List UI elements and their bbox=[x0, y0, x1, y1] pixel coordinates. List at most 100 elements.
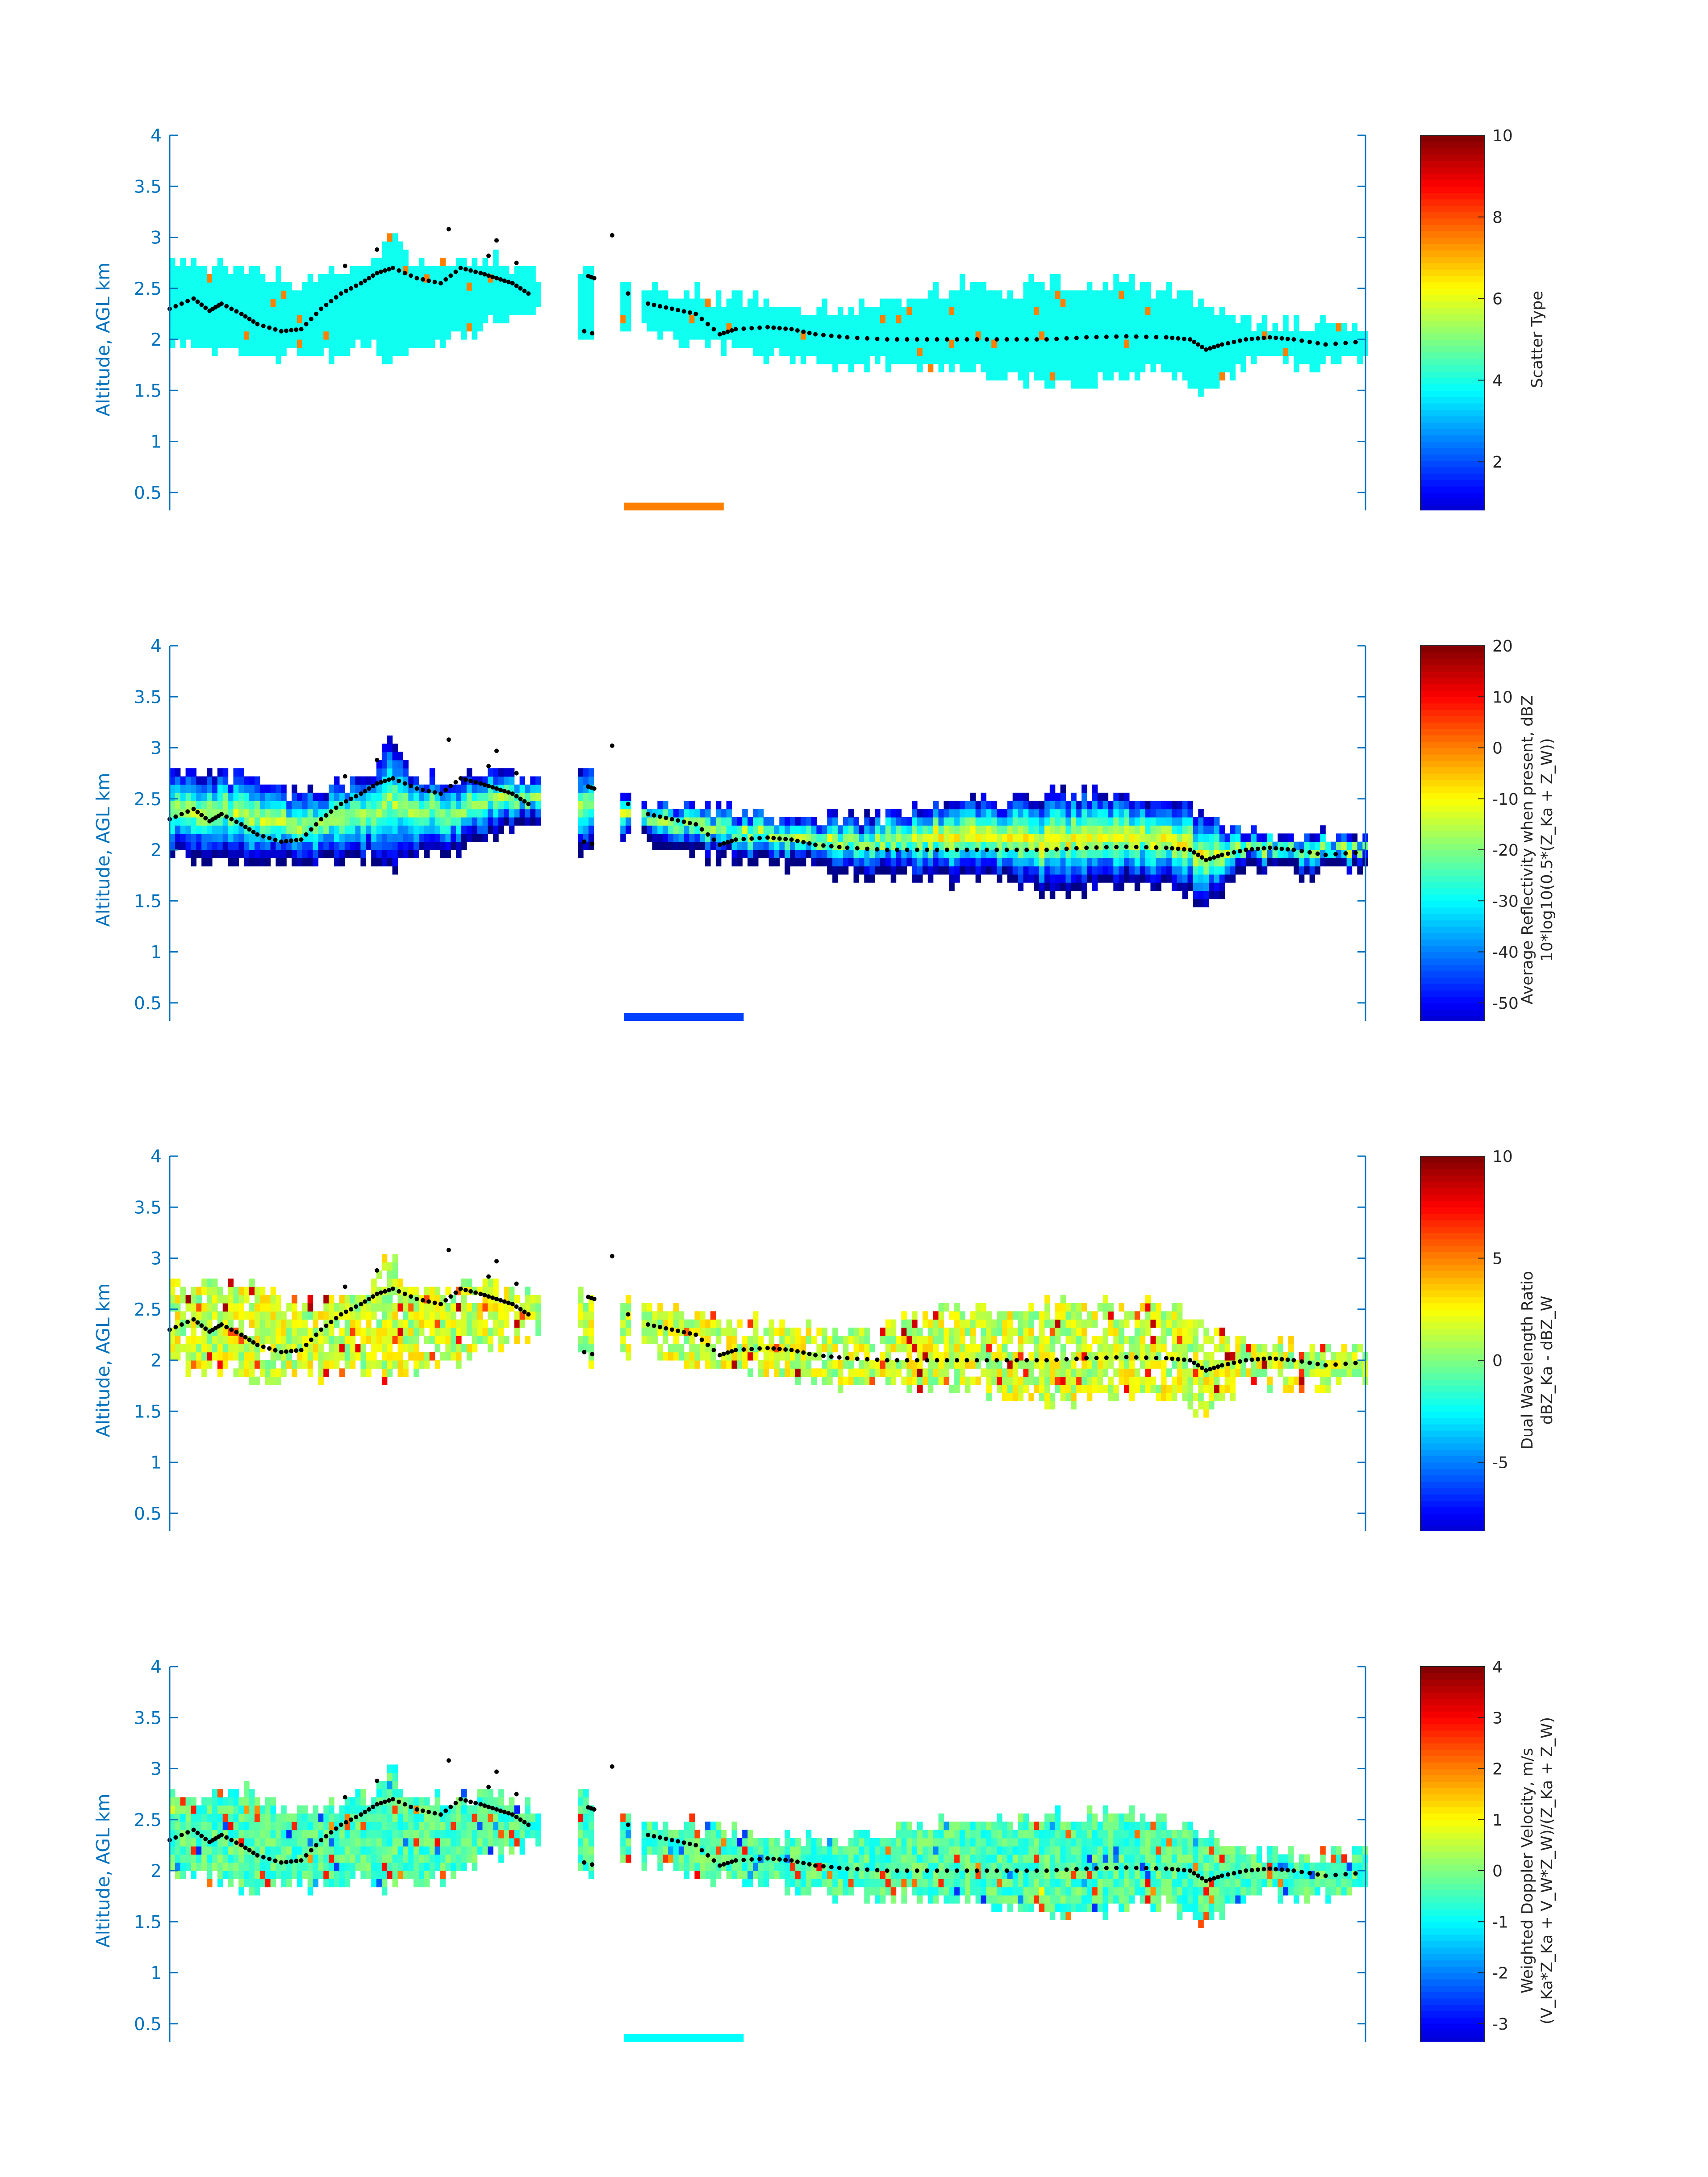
heatmap-cell bbox=[1134, 323, 1140, 332]
heatmap-cell bbox=[949, 874, 955, 883]
heatmap-cell bbox=[843, 850, 849, 858]
heatmap-cell bbox=[1082, 825, 1087, 834]
heatmap-cell bbox=[350, 1295, 356, 1304]
heatmap-cell bbox=[1352, 323, 1358, 332]
heatmap-cell bbox=[816, 339, 822, 348]
heatmap-cell bbox=[859, 339, 864, 348]
heatmap-cell bbox=[1097, 306, 1103, 315]
heatmap-cell bbox=[281, 1319, 287, 1328]
heatmap-cell bbox=[1060, 355, 1066, 364]
heatmap-cell bbox=[768, 331, 775, 340]
heatmap-cell bbox=[1235, 841, 1241, 850]
colorbar-swatch bbox=[1420, 326, 1484, 334]
heatmap-cell bbox=[196, 1336, 202, 1345]
heatmap-cell bbox=[1357, 866, 1363, 875]
heatmap-cell bbox=[1018, 355, 1024, 364]
dot bbox=[1343, 851, 1348, 856]
heatmap-cell bbox=[1023, 290, 1029, 299]
heatmap-cell bbox=[360, 331, 366, 340]
heatmap-cell bbox=[381, 249, 388, 258]
heatmap-cell bbox=[1113, 801, 1119, 810]
heatmap-cell bbox=[981, 331, 986, 340]
heatmap-cell bbox=[668, 825, 674, 834]
heatmap-cell bbox=[1177, 833, 1183, 842]
heatmap-cell bbox=[1049, 282, 1056, 291]
colorbar-swatch bbox=[1420, 862, 1484, 869]
heatmap-cell bbox=[472, 833, 478, 842]
heatmap-cell bbox=[986, 315, 992, 324]
heatmap-cell bbox=[1134, 306, 1140, 315]
dot bbox=[725, 329, 730, 334]
heatmap-cell bbox=[233, 768, 239, 777]
heatmap-cell bbox=[329, 1344, 334, 1353]
heatmap-cell bbox=[318, 1311, 324, 1320]
heatmap-cell bbox=[949, 833, 955, 842]
heatmap-cell bbox=[212, 809, 218, 818]
heatmap-cell bbox=[737, 850, 743, 858]
heatmap-cell bbox=[997, 850, 1002, 858]
heatmap-cell bbox=[896, 866, 902, 875]
colorbar-swatch bbox=[1420, 664, 1484, 672]
heatmap-cell bbox=[991, 850, 997, 858]
heatmap-cell bbox=[456, 282, 462, 291]
heatmap-cell bbox=[318, 809, 324, 818]
heatmap-cell bbox=[689, 1352, 695, 1361]
heatmap-cell bbox=[832, 841, 838, 850]
heatmap-cell bbox=[498, 1303, 504, 1312]
heatmap-cell bbox=[276, 1303, 281, 1312]
heatmap-cell bbox=[249, 1344, 255, 1353]
heatmap-cell bbox=[922, 833, 928, 842]
heatmap-cell bbox=[233, 1311, 239, 1320]
heatmap-cell bbox=[1049, 372, 1056, 380]
heatmap-cell bbox=[238, 347, 244, 356]
heatmap-cell bbox=[1346, 858, 1353, 867]
heatmap-cell bbox=[1007, 850, 1013, 858]
heatmap-cell bbox=[1261, 339, 1268, 348]
heatmap-cell bbox=[265, 1327, 271, 1336]
heatmap-cell bbox=[975, 817, 981, 826]
heatmap-cell bbox=[970, 347, 976, 356]
heatmap-cell bbox=[397, 1336, 403, 1345]
heatmap-cell bbox=[1299, 858, 1305, 867]
heatmap-cell bbox=[525, 809, 530, 818]
heatmap-cell bbox=[970, 323, 976, 332]
heatmap-cell bbox=[201, 1336, 207, 1345]
heatmap-cell bbox=[578, 841, 584, 850]
heatmap-cell bbox=[238, 1360, 244, 1369]
heatmap-cell bbox=[1124, 793, 1130, 801]
heatmap-cell bbox=[451, 298, 456, 307]
heatmap-cell bbox=[371, 298, 377, 307]
heatmap-cell bbox=[763, 347, 769, 356]
dot bbox=[721, 841, 726, 846]
heatmap-cell bbox=[472, 809, 478, 818]
heatmap-cell bbox=[806, 339, 812, 348]
heatmap-cell bbox=[774, 825, 780, 834]
dot bbox=[1207, 857, 1212, 861]
heatmap-cell bbox=[429, 1336, 435, 1345]
dot bbox=[681, 819, 686, 824]
heatmap-cell bbox=[890, 825, 897, 834]
dot bbox=[1044, 848, 1049, 852]
heatmap-cell bbox=[466, 1327, 472, 1336]
heatmap-cell bbox=[1071, 339, 1077, 348]
heatmap-cell bbox=[265, 793, 271, 801]
heatmap-cell bbox=[1007, 858, 1013, 867]
heatmap-cell bbox=[1082, 306, 1087, 315]
heatmap-cell bbox=[255, 784, 260, 793]
heatmap-cell bbox=[376, 793, 382, 801]
dot bbox=[490, 785, 495, 790]
heatmap-cell bbox=[917, 850, 923, 858]
colorbar-swatch bbox=[1420, 199, 1484, 206]
heatmap-cell bbox=[901, 339, 907, 348]
heatmap-cell bbox=[451, 290, 456, 299]
heatmap-cell bbox=[429, 266, 435, 275]
heatmap-cell bbox=[419, 323, 425, 332]
heatmap-cell bbox=[376, 841, 382, 850]
dot bbox=[681, 309, 686, 314]
heatmap-cell bbox=[705, 1360, 711, 1369]
dot bbox=[1307, 339, 1312, 344]
heatmap-cell bbox=[1156, 850, 1161, 858]
heatmap-cell bbox=[710, 315, 716, 324]
heatmap-cell bbox=[1044, 850, 1050, 858]
heatmap-cell bbox=[954, 833, 960, 842]
